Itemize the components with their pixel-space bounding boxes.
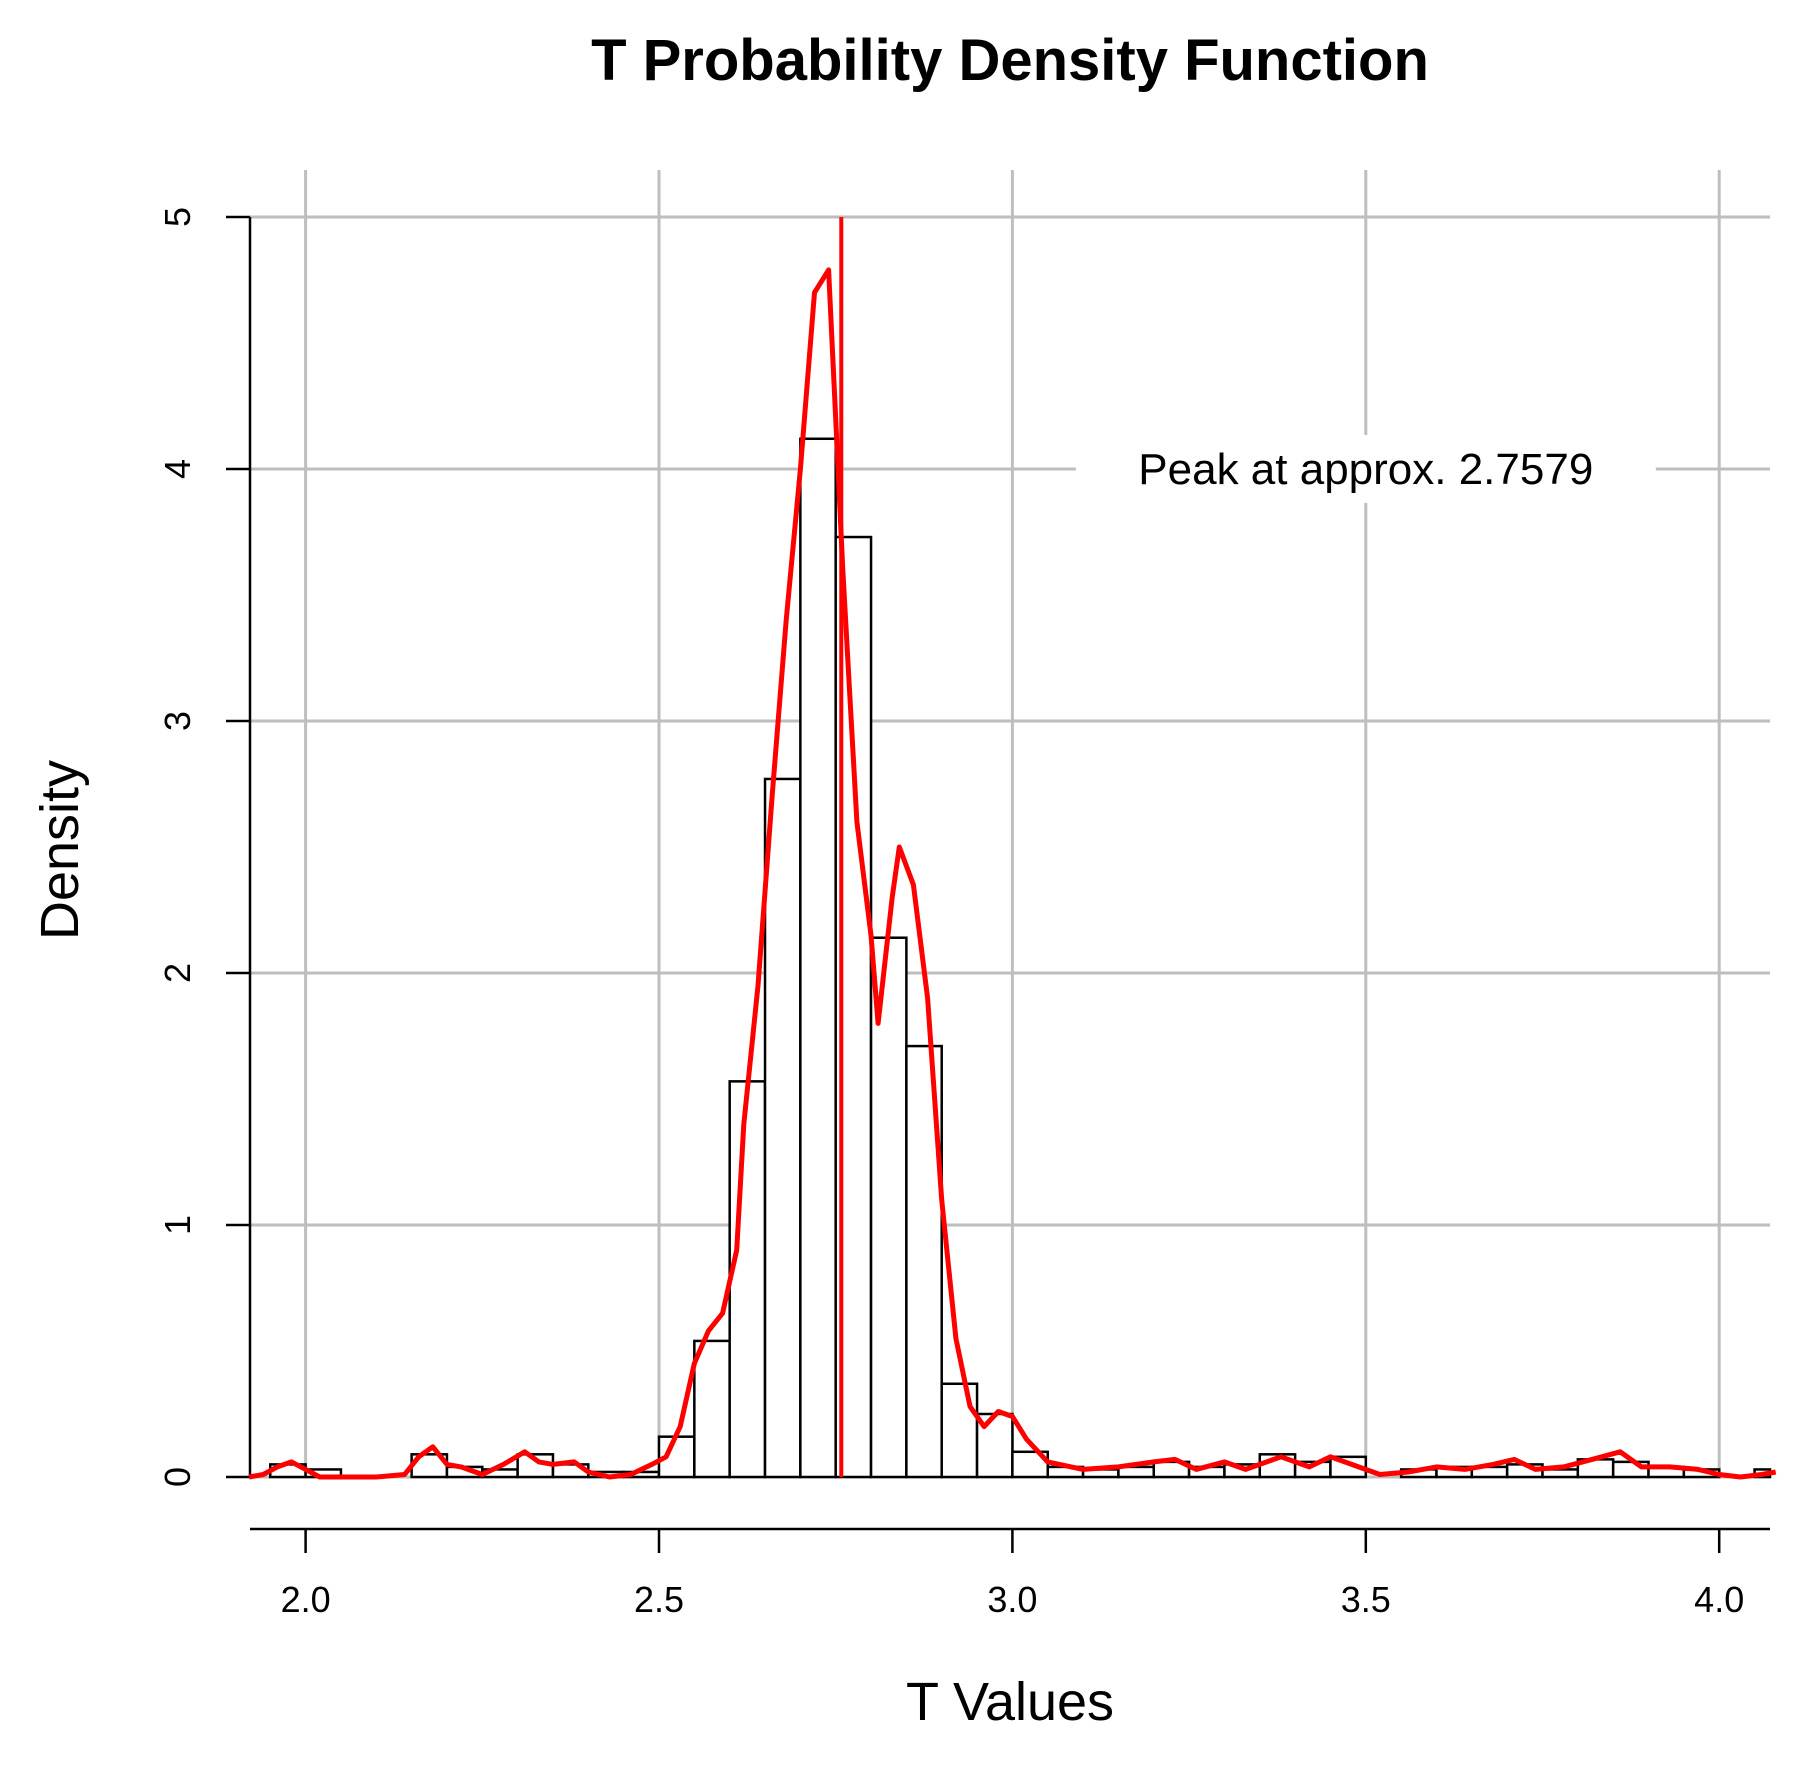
histogram-bar: [763, 777, 802, 1479]
x-tick-label: 2.5: [634, 1579, 684, 1620]
histogram-bar: [975, 1412, 1014, 1479]
x-tick-label: 3.0: [987, 1579, 1037, 1620]
y-tick-label: 3: [157, 711, 198, 731]
annotations: Peak at approx. 2.7579: [1075, 435, 1656, 503]
x-tick-label: 4.0: [1694, 1579, 1744, 1620]
histogram-bar: [693, 1339, 731, 1479]
y-tick-label: 4: [157, 459, 198, 479]
y-tick-label: 2: [157, 963, 198, 983]
density-curve: [248, 267, 1777, 1480]
histogram-bar: [940, 1382, 979, 1479]
grid: [250, 170, 1770, 1479]
histogram-bar: [869, 936, 908, 1479]
histogram-bars: [269, 437, 1772, 1479]
y-axis-label: Density: [30, 760, 90, 940]
chart-title: T Probability Density Function: [591, 28, 1429, 93]
x-tick-label: 3.5: [1341, 1579, 1391, 1620]
x-tick-label: 2.0: [281, 1579, 331, 1620]
y-tick-label: 5: [157, 207, 198, 227]
histogram-bar: [799, 437, 837, 1479]
y-tick-label: 1: [157, 1215, 198, 1235]
x-axis-label: T Values: [906, 1672, 1114, 1732]
histogram-bar: [1611, 1460, 1650, 1479]
density-curve-group: [248, 217, 1777, 1480]
histogram-bar: [728, 1080, 767, 1479]
peak-annotation: Peak at approx. 2.7579: [1138, 445, 1593, 494]
annotation-background: [1075, 435, 1656, 503]
axes: 0 1 2 3 4 5 2.0 2.5 3.0 3.5 4.0: [157, 207, 1770, 1620]
y-tick-label: 0: [157, 1467, 198, 1487]
